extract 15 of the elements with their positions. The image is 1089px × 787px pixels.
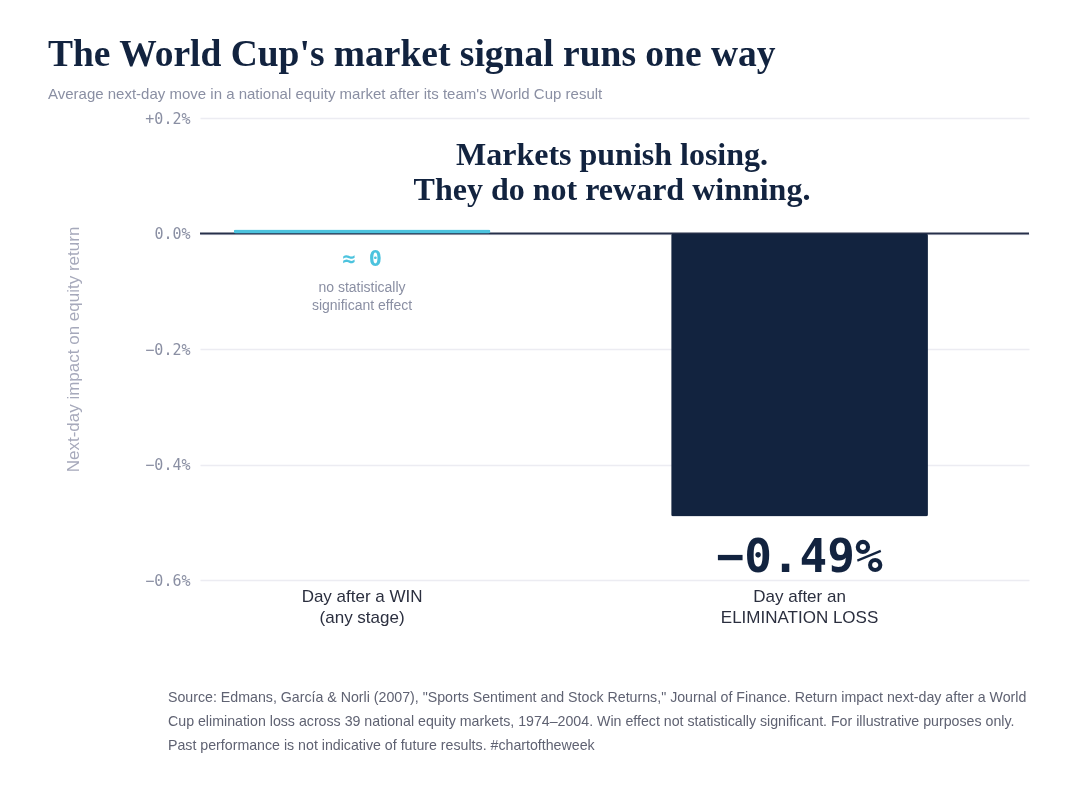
chart-subtitle: Average next-day move in a national equity market after its team's World Cup result (48, 85, 604, 102)
chart-title: The World Cup's market signal runs one way (48, 32, 776, 74)
annotation: Markets punish losing. They do not reward winning. (413, 136, 811, 207)
data-label: −0.49% (716, 529, 883, 584)
y-tick-label: −0.6% (145, 571, 191, 590)
y-tick-label: 0.0% (154, 225, 191, 243)
y-tick-label: +0.2% (145, 109, 191, 128)
y-tick-label: −0.2% (145, 340, 191, 359)
y-tick-label: −0.4% (145, 456, 191, 474)
annotation: no statistically significant effect (311, 279, 413, 313)
x-tick-label: Day after a WIN (any stage) (301, 586, 423, 627)
y-axis-title: Next-day impact on equity return (64, 226, 84, 473)
data-label: ≈ 0 (342, 246, 382, 272)
x-tick-label: Day after an ELIMINATION LOSS (720, 586, 879, 627)
source-note: Source: Edmans, García & Norli (2007), "Sports Sentiment and Stock Returns," Journal of Finance. Return impact next-day after a World Cup elimination loss across 39 national equity markets, 1974–2004. Win effect not statistically significant. For illustrative purposes only. Past performance is not indicative of future results. #chartoftheweek (168, 689, 1027, 753)
